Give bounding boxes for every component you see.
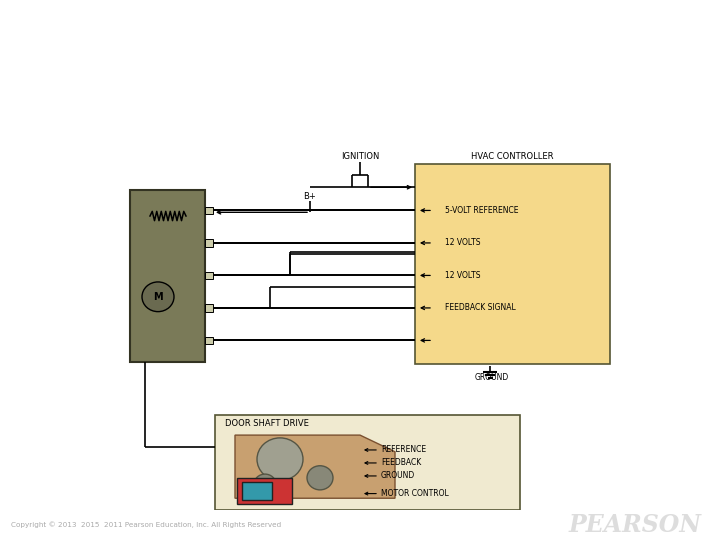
Text: DOOR SHAFT DRIVE: DOOR SHAFT DRIVE xyxy=(225,420,309,428)
Text: Copyright © 2013  2015  2011 Pearson Education, Inc. All Rights Reserved: Copyright © 2013 2015 2011 Pearson Educa… xyxy=(11,522,281,529)
Text: B+: B+ xyxy=(304,192,316,201)
Bar xyxy=(130,190,205,362)
Text: 12 VOLTS: 12 VOLTS xyxy=(445,271,480,280)
Bar xyxy=(415,164,610,363)
Circle shape xyxy=(254,474,276,495)
Bar xyxy=(237,478,292,504)
Bar xyxy=(205,272,213,279)
Text: FIGURE 6–20  A typical five-wire HVAC actuator showing the two
wires used to pow: FIGURE 6–20 A typical five-wire HVAC act… xyxy=(18,21,673,91)
Bar xyxy=(205,207,213,214)
Text: PEARSON: PEARSON xyxy=(569,513,702,537)
Text: IGNITION: IGNITION xyxy=(341,152,379,161)
Text: M: M xyxy=(153,292,163,302)
Text: 5-VOLT REFERENCE: 5-VOLT REFERENCE xyxy=(445,206,518,215)
Bar xyxy=(242,482,272,500)
Circle shape xyxy=(257,438,303,481)
Circle shape xyxy=(142,282,174,312)
Bar xyxy=(205,239,213,247)
Text: FEEDBACK SIGNAL: FEEDBACK SIGNAL xyxy=(445,303,516,313)
Text: GROUND: GROUND xyxy=(381,471,415,481)
Text: 12 VOLTS: 12 VOLTS xyxy=(445,239,480,247)
Text: FEEDBACK: FEEDBACK xyxy=(381,458,421,468)
Text: HVAC CONTROLLER: HVAC CONTROLLER xyxy=(472,152,554,161)
Bar xyxy=(205,337,213,344)
Polygon shape xyxy=(235,435,395,498)
Bar xyxy=(215,415,520,510)
Text: MOTOR CONTROL: MOTOR CONTROL xyxy=(381,489,449,498)
Circle shape xyxy=(307,465,333,490)
Bar xyxy=(205,304,213,312)
Text: GROUND: GROUND xyxy=(475,373,509,382)
Text: REFERENCE: REFERENCE xyxy=(381,446,426,455)
